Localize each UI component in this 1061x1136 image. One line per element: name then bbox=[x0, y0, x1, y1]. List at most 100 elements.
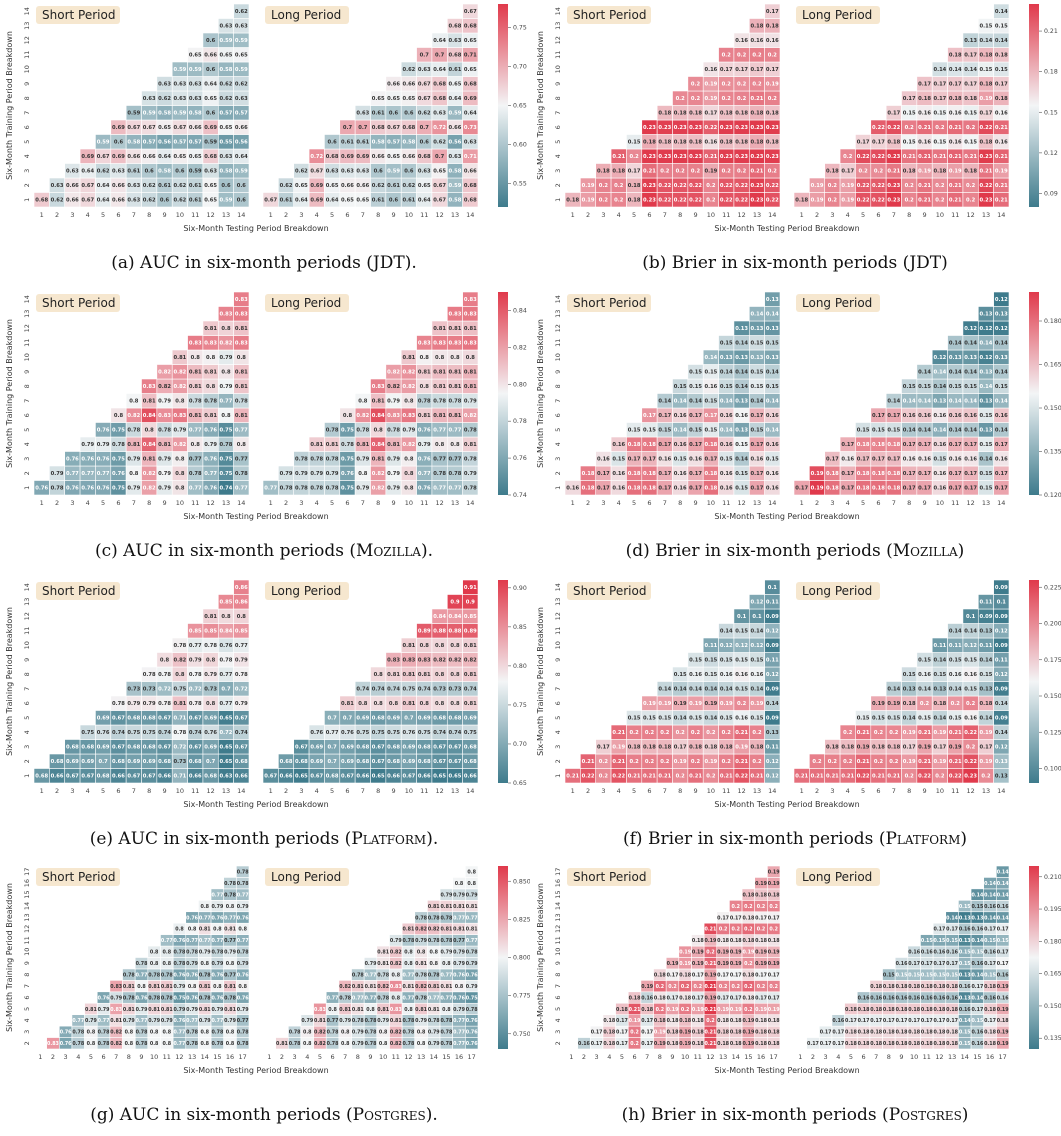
x-tick-label: 14 bbox=[768, 211, 776, 219]
cell-value-label: 0.77 bbox=[161, 938, 173, 944]
cell-value-label: 0.2 bbox=[769, 927, 778, 933]
cell-value-label: 0.77 bbox=[449, 457, 462, 463]
cell-value-label: 0.79 bbox=[356, 486, 369, 492]
cell-value-label: 0.18 bbox=[883, 1007, 895, 1013]
x-tick-label: 9 bbox=[162, 787, 166, 795]
x-tick-labels: 1 2 3 4 5 6 7 8 9 10 11 12 13 14 1 2 3 4 5 6 7 8 9 10 11 12 13 14 bbox=[571, 211, 1006, 219]
cell-value-label: 0.17 bbox=[704, 457, 717, 463]
cell-value-label: 0.81 bbox=[224, 927, 236, 933]
cell-value-label: 0.19 bbox=[689, 701, 702, 707]
x-tick-label: 11 bbox=[191, 499, 199, 507]
cell-value-label: 0.19 bbox=[887, 701, 900, 707]
y-tick-label: 3 bbox=[554, 169, 562, 173]
cell-value-label: 0.81 bbox=[428, 984, 440, 990]
cell-value-label: 0.8 bbox=[226, 904, 235, 910]
cell-value-label: 0.17 bbox=[933, 96, 946, 102]
cell-value-label: 0.71 bbox=[464, 154, 477, 160]
x-tick-label: 4 bbox=[315, 787, 319, 795]
cell-value-label: 0.79 bbox=[352, 1041, 364, 1047]
cell-value-label: 0.14 bbox=[964, 67, 977, 73]
cell-value-label: 0.8 bbox=[435, 643, 445, 649]
cell-value-label: 0.18 bbox=[768, 1041, 780, 1047]
cell-value-label: 0.16 bbox=[689, 672, 702, 678]
cell-value-label: 0.11 bbox=[933, 643, 946, 649]
cell-value-label: 0.68 bbox=[143, 716, 156, 722]
cell-value-label: 0.68 bbox=[418, 745, 431, 751]
cell-value-label: 0.19 bbox=[811, 471, 824, 477]
cell-value-label: 0.82 bbox=[110, 1030, 122, 1036]
cell-value-label: 0.21 bbox=[612, 730, 625, 736]
cell-value-label: 0.67 bbox=[449, 745, 462, 751]
x-tick-label: 3 bbox=[293, 1053, 297, 1061]
cell-value-label: 0.17 bbox=[995, 486, 1008, 492]
y-tick-label: 11 bbox=[554, 51, 562, 59]
cell-value-label: 0.14 bbox=[995, 730, 1008, 736]
cell-value-label: 0.17 bbox=[858, 1018, 870, 1024]
cell-value-label: 0.67 bbox=[433, 198, 446, 204]
cell-value-label: 0.65 bbox=[204, 198, 217, 204]
cell-value-label: 0.57 bbox=[173, 140, 186, 146]
cell-value-label: 0.69 bbox=[356, 154, 369, 160]
cell-value-label: 0.11 bbox=[766, 658, 779, 664]
x-tick-label: 5 bbox=[330, 499, 334, 507]
cell-value-label: 0.8 bbox=[450, 442, 460, 448]
cell-value-label: 0.14 bbox=[887, 399, 900, 405]
cell-value-label: 0.18 bbox=[689, 111, 702, 117]
cell-value-label: 0.68 bbox=[326, 774, 339, 780]
cell-value-label: 0.14 bbox=[658, 399, 671, 405]
cell-value-label: 0.2 bbox=[681, 984, 690, 990]
cell-value-label: 0.23 bbox=[751, 198, 764, 204]
cell-value-label: 0.17 bbox=[997, 950, 1009, 956]
cell-value-label: 0.18 bbox=[603, 1041, 615, 1047]
cell-value-label: 0.79 bbox=[158, 399, 171, 405]
cell-value-label: 0.17 bbox=[921, 961, 933, 967]
cell-value-label: 0.78 bbox=[327, 1030, 339, 1036]
cell-value-label: 0.14 bbox=[704, 355, 717, 361]
cell-value-label: 0.17 bbox=[903, 745, 916, 751]
cell-value-label: 0.13 bbox=[959, 938, 971, 944]
cell-value-label: 0.18 bbox=[995, 96, 1008, 102]
cell-value-label: 0.83 bbox=[204, 341, 217, 347]
cell-value-label: 0.16 bbox=[997, 995, 1009, 1001]
cell-value-label: 0.15 bbox=[959, 1030, 971, 1036]
cell-value-label: 0.8 bbox=[213, 927, 222, 933]
cell-value-label: 0.69 bbox=[310, 759, 323, 765]
x-tick-label: 6 bbox=[632, 1053, 636, 1061]
cell-value-label: 0.17 bbox=[908, 1018, 920, 1024]
cell-value-label: 0.63 bbox=[189, 96, 202, 102]
cell-value-label: 0.6 bbox=[145, 169, 155, 175]
cell-value-label: 0.22 bbox=[857, 154, 870, 160]
cell-value-label: 0.19 bbox=[811, 486, 824, 492]
y-tick-label: 5 bbox=[554, 716, 562, 720]
cell-value-label: 0.78 bbox=[220, 442, 233, 448]
cell-value-label: 0.12 bbox=[995, 672, 1008, 678]
x-tick-label: 14 bbox=[997, 787, 1005, 795]
cell-value-label: 0.76 bbox=[466, 972, 478, 978]
cell-value-label: 0.79 bbox=[466, 984, 478, 990]
x-tick-label: 8 bbox=[376, 499, 380, 507]
cell-value-label: 0.21 bbox=[857, 730, 870, 736]
x-tick-label: 1 bbox=[267, 1053, 271, 1061]
cell-value-label: 0.17 bbox=[971, 984, 983, 990]
y-tick-label: 13 bbox=[23, 913, 31, 921]
colorbar bbox=[1029, 4, 1039, 207]
x-tick-label: 9 bbox=[922, 787, 926, 795]
x-tick-label: 16 bbox=[986, 1053, 994, 1061]
cell-value-label: 0.12 bbox=[735, 643, 748, 649]
x-tick-label: 5 bbox=[861, 787, 865, 795]
cell-value-label: 0.64 bbox=[326, 198, 339, 204]
cell-value-label: 0.19 bbox=[755, 1007, 767, 1013]
colorbar-tick-label: 0.775 bbox=[513, 993, 530, 1000]
cell-value-label: 0.22 bbox=[964, 759, 977, 765]
cell-value-label: 0.68 bbox=[235, 759, 248, 765]
cell-value-label: 0.76 bbox=[186, 995, 198, 1001]
x-tick-label: 5 bbox=[632, 787, 636, 795]
cell-value-label: 0.63 bbox=[204, 169, 217, 175]
cell-value-label: 0.82 bbox=[339, 984, 351, 990]
y-tick-label: 15 bbox=[23, 890, 31, 898]
y-tick-label: 6 bbox=[23, 995, 31, 999]
y-axis-label: Six-Month Training Period Breakdown bbox=[5, 31, 14, 180]
cell-value-label: 0.18 bbox=[934, 984, 946, 990]
cell-value-label: 0.64 bbox=[433, 67, 446, 73]
